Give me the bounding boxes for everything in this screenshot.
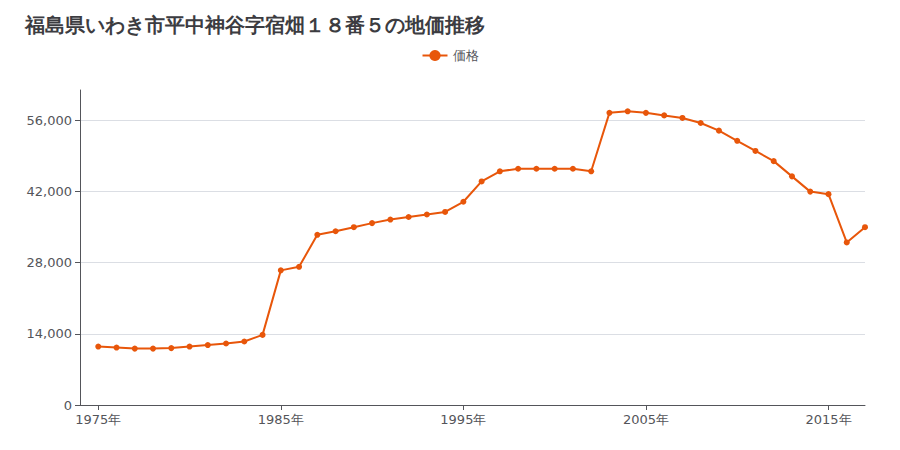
svg-text:2015年: 2015年	[805, 412, 851, 427]
svg-text:福島県いわき市平中神谷字宿畑１８番５の地価推移: 福島県いわき市平中神谷字宿畑１８番５の地価推移	[24, 13, 485, 37]
svg-text:2005年: 2005年	[623, 412, 669, 427]
svg-text:28,000: 28,000	[27, 255, 73, 270]
svg-text:1985年: 1985年	[258, 412, 304, 427]
svg-text:56,000: 56,000	[27, 113, 73, 128]
svg-text:1995年: 1995年	[440, 412, 486, 427]
svg-text:42,000: 42,000	[27, 184, 73, 199]
svg-text:1975年: 1975年	[75, 412, 121, 427]
svg-text:14,000: 14,000	[27, 326, 73, 341]
svg-text:0: 0	[64, 398, 72, 413]
svg-text:価格: 価格	[453, 48, 479, 63]
